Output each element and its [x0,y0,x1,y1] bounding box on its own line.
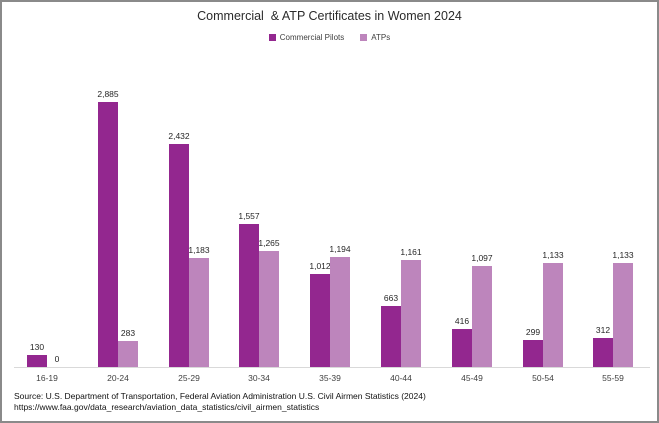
source-text: Source: U.S. Department of Transportatio… [14,391,426,401]
bar-commercial-pilots [169,144,189,367]
chart-legend: Commercial Pilots ATPs [2,33,657,42]
legend-swatch-icon [268,34,276,41]
bar-commercial-pilots [27,355,47,367]
bar-atps [543,263,563,367]
bar-value-label: 1,265 [258,238,280,248]
bar-atps [189,258,209,367]
bar-commercial-pilots [381,306,401,367]
bar-commercial-pilots [98,102,118,367]
bar-value-label: 1,133 [542,250,564,260]
bar-atps [118,341,138,367]
bar-value-label: 416 [454,316,470,326]
x-axis-tick-label: 55-59 [602,373,624,383]
bar-commercial-pilots [523,340,543,367]
bar-commercial-pilots [593,338,613,367]
legend-label: ATPs [371,33,391,42]
bar-value-label: 1,133 [612,250,634,260]
bar-value-label: 283 [120,328,136,338]
x-axis-tick-label: 16-19 [36,373,58,383]
bar-value-label: 1,557 [238,211,260,221]
x-axis-tick-label: 20-24 [107,373,129,383]
bar-value-label: 2,432 [168,131,190,141]
legend-item: Commercial Pilots [268,33,345,42]
bar-value-label: 1,097 [471,253,493,263]
bar-value-label: 1,194 [329,244,351,254]
legend-item: ATPs [360,33,390,42]
source-block: Source: U.S. Department of Transportatio… [14,391,426,413]
legend-label: Commercial Pilots [279,33,345,42]
legend-swatch-icon [360,34,368,41]
bar-value-label: 1,183 [188,245,210,255]
chart-title: Commercial & ATP Certificates in Women 2… [197,9,462,23]
bar-value-label: 1,012 [309,261,331,271]
bar-value-label: 0 [54,354,60,364]
bar-value-label: 663 [383,293,399,303]
bar-value-label: 1,161 [400,247,422,257]
bar-atps [259,251,279,367]
x-axis-tick-label: 25-29 [178,373,200,383]
x-axis-tick-label: 40-44 [390,373,412,383]
x-axis-tick-label: 35-39 [319,373,341,383]
bar-atps [401,260,421,367]
bar-value-label: 312 [595,325,611,335]
bar-value-label: 130 [29,342,45,352]
bar-commercial-pilots [239,224,259,367]
bar-value-label: 2,885 [97,89,119,99]
x-axis-tick-label: 50-54 [532,373,554,383]
source-url: https://www.faa.gov/data_research/aviati… [14,402,320,412]
x-axis-tick-label: 30-34 [248,373,270,383]
bar-atps [330,257,350,367]
bar-atps [613,263,633,367]
x-axis-line [14,367,650,368]
bar-atps [472,266,492,367]
bar-commercial-pilots [310,274,330,367]
x-axis-tick-label: 45-49 [461,373,483,383]
bar-value-label: 299 [525,327,541,337]
bar-commercial-pilots [452,329,472,367]
